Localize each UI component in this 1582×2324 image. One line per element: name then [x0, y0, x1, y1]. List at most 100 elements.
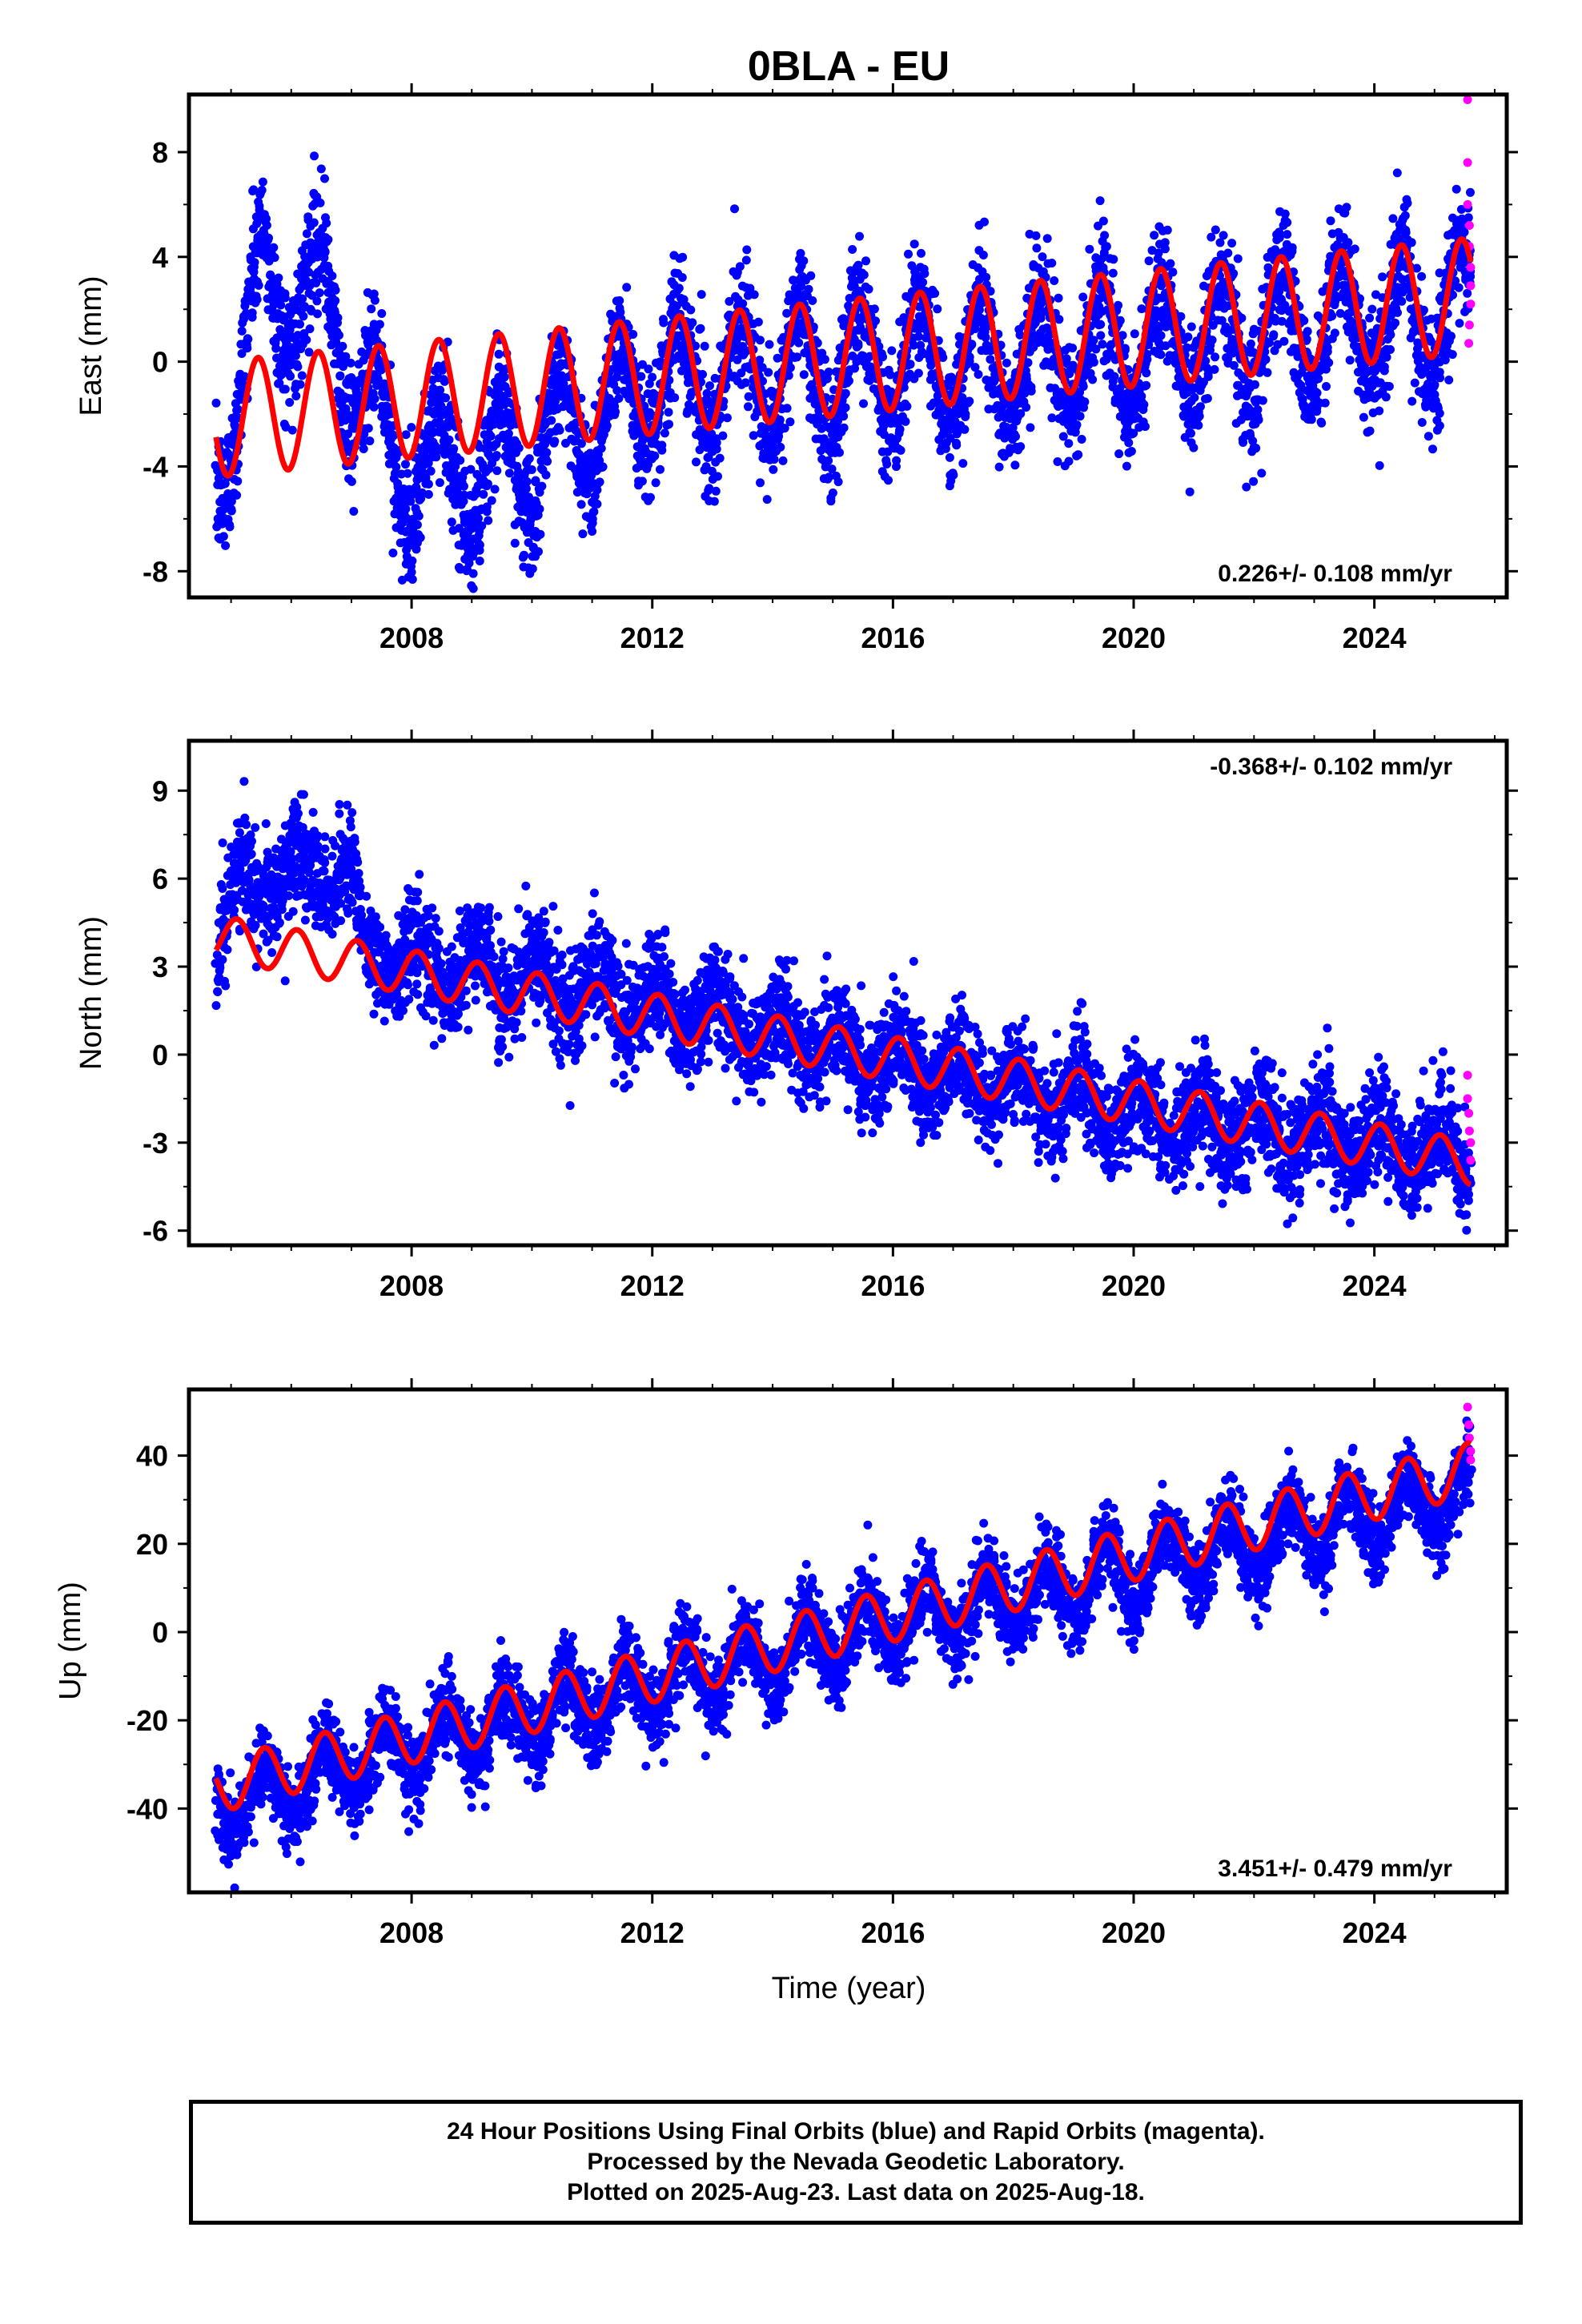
data-point — [660, 428, 669, 438]
data-point — [542, 448, 552, 457]
data-point — [1381, 392, 1391, 402]
data-point — [304, 267, 314, 277]
data-point — [299, 312, 308, 321]
data-point — [793, 352, 802, 362]
data-point — [913, 368, 923, 378]
data-point — [401, 460, 410, 469]
data-point — [1074, 450, 1083, 460]
data-point — [482, 507, 492, 517]
data-point — [284, 891, 294, 900]
data-point — [1283, 218, 1292, 227]
data-point — [896, 445, 905, 455]
data-point — [500, 372, 509, 382]
data-point — [331, 337, 341, 347]
data-point — [369, 289, 379, 299]
data-point — [665, 376, 674, 385]
data-point — [1108, 268, 1118, 278]
data-point — [304, 348, 314, 357]
data-point — [335, 372, 345, 381]
data-point — [958, 459, 968, 468]
data-point — [1464, 213, 1473, 223]
data-point — [974, 370, 983, 379]
data-point — [1261, 355, 1271, 364]
data-point — [1160, 238, 1170, 247]
data-point — [765, 340, 774, 349]
data-point — [531, 476, 540, 485]
data-point — [1322, 382, 1331, 391]
data-point — [686, 319, 696, 328]
data-point — [1211, 225, 1220, 235]
data-point — [1139, 400, 1149, 409]
data-point — [215, 966, 224, 975]
data-point — [315, 288, 324, 298]
data-point — [664, 408, 673, 417]
data-point — [1102, 242, 1111, 251]
data-point — [1031, 231, 1041, 240]
data-point — [799, 256, 809, 266]
x-tick-label: 2024 — [1343, 621, 1407, 654]
data-point — [904, 249, 913, 259]
data-point — [312, 296, 322, 306]
data-point — [730, 204, 739, 214]
data-point — [424, 480, 433, 489]
data-point — [221, 541, 231, 550]
rapid-orbit-point — [1464, 339, 1474, 348]
data-point — [275, 919, 284, 928]
data-point — [1375, 406, 1384, 416]
data-point — [286, 372, 295, 381]
data-point — [614, 394, 624, 403]
data-point — [733, 355, 742, 364]
data-point — [388, 549, 398, 557]
data-point — [678, 252, 688, 262]
data-point — [744, 402, 753, 412]
data-point — [1359, 412, 1368, 422]
data-point — [218, 838, 227, 847]
data-point — [330, 282, 339, 292]
data-point — [1435, 421, 1444, 431]
data-point — [674, 283, 684, 293]
data-point — [262, 214, 271, 223]
data-point — [713, 472, 722, 481]
data-point — [487, 496, 496, 505]
data-point — [952, 440, 962, 450]
data-point — [1026, 386, 1036, 396]
data-point — [1452, 184, 1461, 194]
data-point — [612, 386, 622, 395]
data-point — [755, 356, 765, 365]
data-point — [722, 413, 732, 423]
data-point — [223, 945, 232, 955]
data-point — [735, 262, 745, 271]
data-point — [1110, 372, 1119, 381]
data-point — [298, 294, 307, 304]
data-point — [1350, 244, 1359, 254]
data-point — [1120, 344, 1130, 353]
data-point — [1042, 234, 1052, 243]
data-point — [884, 476, 893, 485]
data-point — [1386, 345, 1395, 354]
data-point — [961, 409, 970, 419]
data-point — [218, 884, 227, 893]
data-point — [220, 976, 229, 986]
data-point — [555, 425, 564, 435]
data-point — [520, 550, 528, 560]
data-point — [1078, 397, 1088, 407]
data-point — [965, 396, 974, 406]
data-point — [1249, 476, 1259, 486]
data-point — [1207, 232, 1216, 242]
data-point — [403, 468, 412, 478]
data-point — [839, 423, 849, 432]
data-point — [424, 489, 433, 499]
data-point — [1417, 418, 1427, 427]
data-point — [1320, 398, 1330, 408]
data-point — [835, 448, 844, 457]
data-point — [920, 269, 930, 279]
chart-title: 0BLA - EU — [748, 43, 950, 90]
data-point — [305, 324, 315, 334]
data-point — [1203, 372, 1213, 381]
data-point — [543, 456, 552, 466]
data-point — [978, 251, 988, 259]
data-point — [297, 371, 307, 380]
data-point — [894, 426, 904, 436]
data-point — [219, 532, 228, 541]
